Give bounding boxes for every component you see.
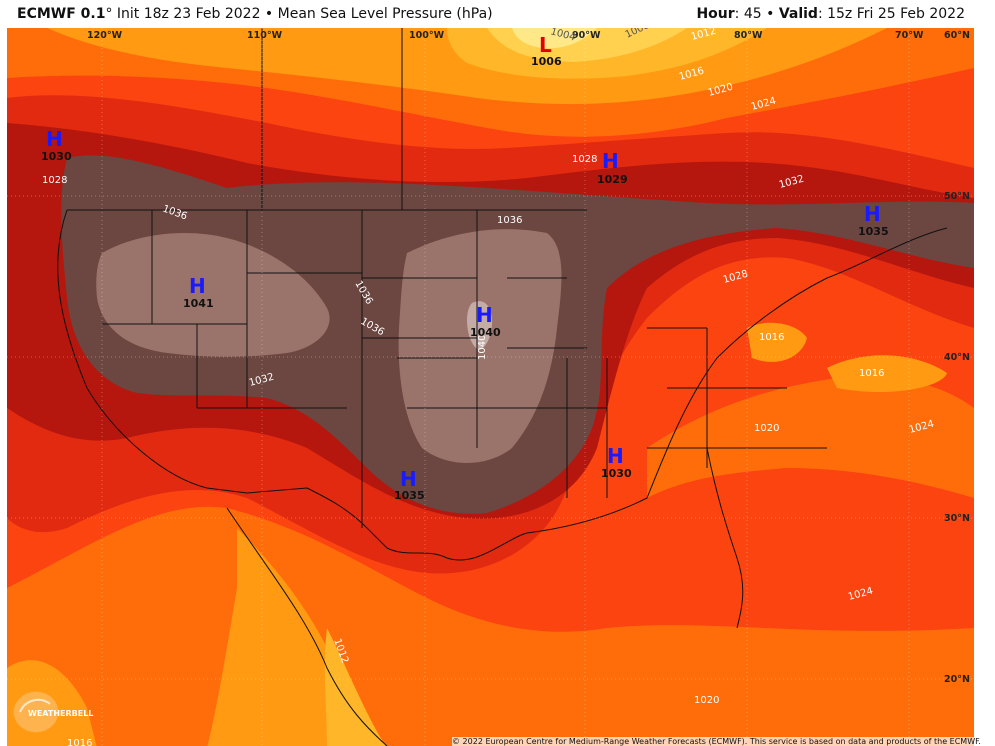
high-value: 1029 <box>597 173 628 186</box>
weatherbell-logo: WEATHERBELL <box>10 690 95 738</box>
band-1040-west <box>96 233 330 357</box>
field-name: Mean Sea Level Pressure (hPa) <box>277 6 493 22</box>
high-center: H 1040 <box>470 303 501 339</box>
high-center: H 1030 <box>41 127 72 163</box>
lat-label-20n: 20°N <box>944 674 970 685</box>
boundary-lines <box>57 28 948 746</box>
high-letter: H <box>46 127 63 151</box>
high-letter: H <box>607 444 624 468</box>
isobar-label: 1016 <box>67 738 92 746</box>
high-letter: H <box>602 149 619 173</box>
isobar-label: 1020 <box>694 695 719 706</box>
isobar-label: 1016 <box>759 332 784 343</box>
longitude-labels: 120°W 110°W 100°W 90°W 80°W 70°W 60°N <box>87 30 970 41</box>
high-value: 1030 <box>41 150 72 163</box>
pressure-map: 120°W 110°W 100°W 90°W 80°W 70°W 60°N 50… <box>7 28 974 746</box>
high-center: H 1029 <box>597 149 628 186</box>
high-center: H 1030 <box>601 444 632 480</box>
high-value: 1030 <box>601 467 632 480</box>
band-1020-se <box>647 377 974 498</box>
isobar-label: 1040 <box>477 335 488 360</box>
high-center: H 1041 <box>183 274 214 310</box>
lon-label-120w: 120°W <box>87 30 123 41</box>
lon-label-70w: 70°W <box>895 30 924 41</box>
header-valid: Hour: 45 • Valid: 15z Fri 25 Feb 2022 <box>696 6 965 22</box>
low-letter: L <box>539 33 552 57</box>
valid-label: Valid <box>778 6 818 22</box>
high-value: 1035 <box>858 225 889 238</box>
logo-text: WEATHERBELL <box>28 709 93 718</box>
high-center: H 1035 <box>394 467 425 502</box>
hour-value: : 45 <box>734 6 762 22</box>
lon-label-90w: 90°W <box>572 30 601 41</box>
high-value: 1040 <box>470 326 501 339</box>
isobar-label: 1028 <box>42 175 67 186</box>
lat-label-60n: 60°N <box>944 30 970 41</box>
band-1016-sw <box>7 660 97 746</box>
low-value: 1006 <box>531 55 562 68</box>
band-1016-ne <box>747 322 807 362</box>
lon-label-110w: 110°W <box>247 30 283 41</box>
isobar-label: 1020 <box>754 423 779 434</box>
band-1004-north <box>512 28 597 49</box>
lon-label-80w: 80°W <box>734 30 763 41</box>
band-1016-atlantic <box>827 355 947 393</box>
low-center: L 1006 <box>531 33 562 68</box>
high-value: 1041 <box>183 297 214 310</box>
high-letter: H <box>400 467 417 491</box>
high-letter: H <box>476 303 493 327</box>
copyright-notice: © 2022 European Centre for Medium-Range … <box>452 737 981 746</box>
pressure-centers: L 1006 H 1030 H 1029 H 1035 H 1041 H 104… <box>41 33 889 502</box>
lon-label-100w: 100°W <box>409 30 445 41</box>
isobar-label: 1028 <box>572 154 597 165</box>
high-center: H 1035 <box>858 202 889 238</box>
lat-label-50n: 50°N <box>944 191 970 202</box>
valid-value: : 15z Fri 25 Feb 2022 <box>817 6 965 22</box>
high-letter: H <box>864 202 881 226</box>
map-header: ECMWF 0.1° Init 18z 23 Feb 2022 • Mean S… <box>0 0 995 28</box>
isobar-label: 1016 <box>859 368 884 379</box>
header-title: ECMWF 0.1° Init 18z 23 Feb 2022 • Mean S… <box>17 6 493 22</box>
high-value: 1035 <box>394 489 425 502</box>
band-1012-south <box>324 628 386 746</box>
init-time: ° Init 18z 23 Feb 2022 <box>105 6 261 22</box>
hour-label: Hour <box>696 6 735 22</box>
latitude-labels: 50°N 40°N 30°N 20°N <box>944 191 970 685</box>
lat-label-30n: 30°N <box>944 513 970 524</box>
model-name: ECMWF 0.1 <box>17 6 106 22</box>
lat-label-40n: 40°N <box>944 352 970 363</box>
high-letter: H <box>189 274 206 298</box>
isobar-label: 1036 <box>497 215 522 226</box>
pressure-map-svg: 120°W 110°W 100°W 90°W 80°W 70°W 60°N 50… <box>7 28 974 746</box>
